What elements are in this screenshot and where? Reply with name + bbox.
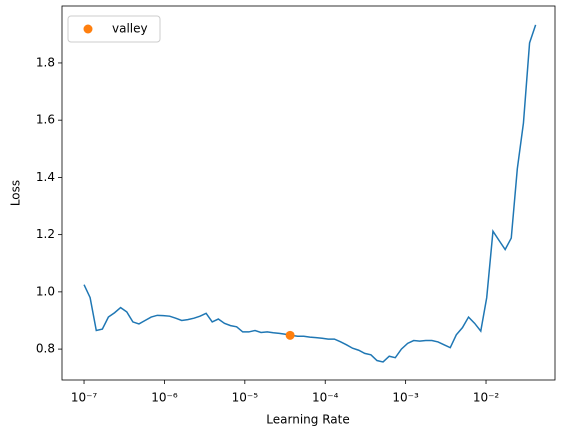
x-tick-label: 10⁻³ bbox=[392, 391, 419, 405]
x-tick-label: 10⁻⁴ bbox=[312, 391, 339, 405]
y-axis-label: Loss bbox=[9, 180, 23, 206]
y-tick-label: 1.4 bbox=[36, 170, 55, 184]
legend-label: valley bbox=[112, 22, 148, 36]
x-tick-label: 10⁻⁶ bbox=[151, 391, 178, 405]
y-tick-label: 1.0 bbox=[36, 284, 55, 298]
y-tick-label: 1.6 bbox=[36, 113, 55, 127]
legend-marker bbox=[83, 24, 93, 34]
y-tick-label: 0.8 bbox=[36, 342, 55, 356]
x-tick-label: 10⁻⁵ bbox=[232, 391, 259, 405]
loss-line bbox=[83, 24, 537, 363]
x-tick-label: 10⁻⁷ bbox=[71, 391, 98, 405]
axes-frame bbox=[61, 5, 556, 381]
x-axis-label: Learning Rate bbox=[266, 413, 349, 427]
legend-box bbox=[67, 15, 161, 43]
y-tick-label: 1.8 bbox=[36, 55, 55, 69]
valley-point bbox=[285, 330, 295, 340]
x-tick-label: 10⁻² bbox=[473, 391, 500, 405]
y-tick-label: 1.2 bbox=[36, 227, 55, 241]
